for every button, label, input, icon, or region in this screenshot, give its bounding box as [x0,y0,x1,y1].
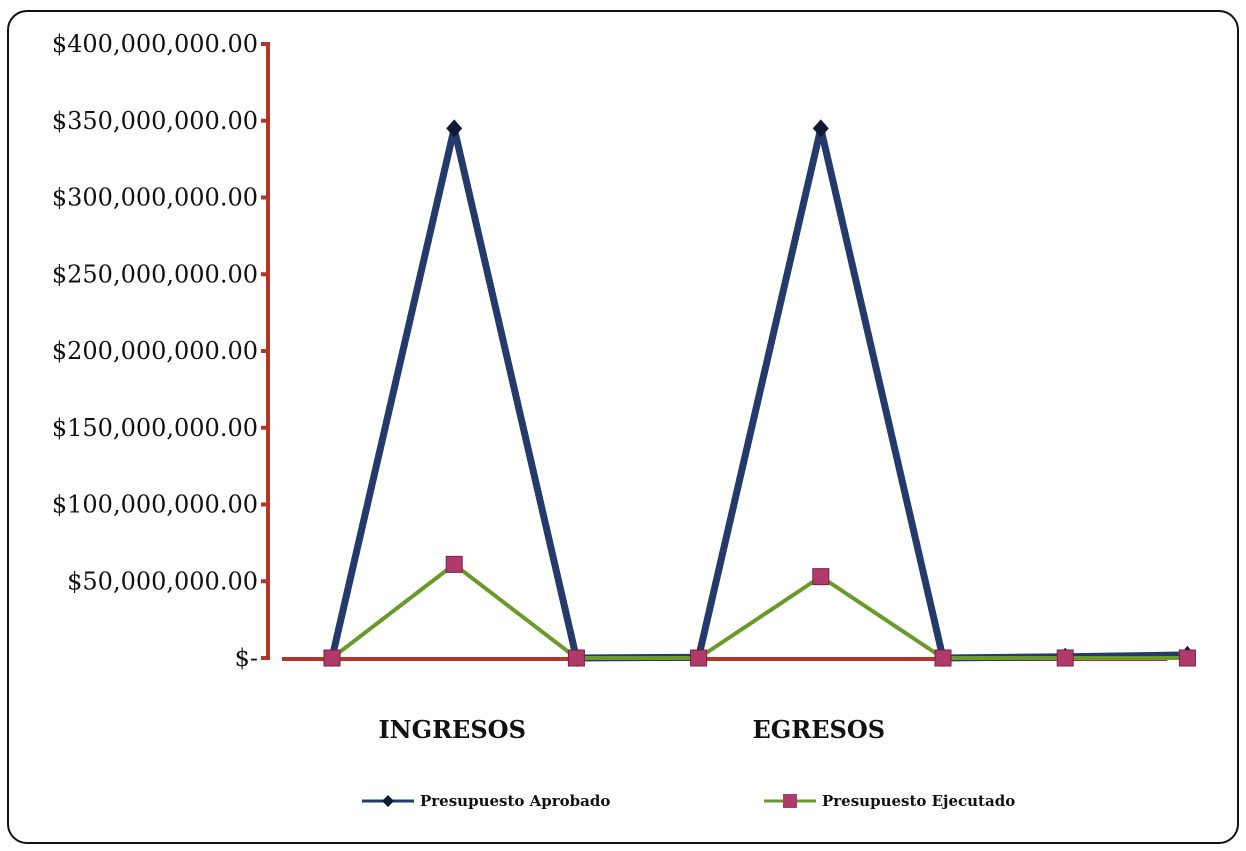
series-line [328,127,1188,662]
data-point [812,119,829,138]
y-tick-label: $150,000,000.00 [52,414,258,442]
y-tick-label: $200,000,000.00 [52,337,258,365]
legend-label: Presupuesto Aprobado [420,792,610,810]
category-label: EGRESOS [752,715,885,744]
data-point [1178,649,1196,667]
y-tick-label: $400,000,000.00 [52,30,258,58]
y-tick-label: $50,000,000.00 [67,567,258,595]
legend-item: Presupuesto Ejecutado [764,792,1015,810]
data-point [812,568,830,586]
legend-label: Presupuesto Ejecutado [822,792,1015,810]
legend-marker [783,794,797,808]
y-tick-label: $300,000,000.00 [52,184,258,212]
category-labels: INGRESOS EGRESOS [378,715,885,744]
y-tick-label: $250,000,000.00 [52,260,258,288]
category-label: INGRESOS [378,715,525,744]
y-tick-label: $350,000,000.00 [52,107,258,135]
y-axis: $- $50,000,000.00 $100,000,000.00 $150,000,… [52,30,270,672]
data-point [323,649,341,667]
data-point [445,555,463,573]
chart-frame [7,10,1239,844]
legend-item: Presupuesto Aprobado [362,792,610,810]
series-line [330,561,1188,660]
legend-marker [382,795,394,807]
series-lines [323,119,1196,667]
data-point [934,649,952,667]
data-point [690,649,708,667]
data-point [1056,649,1074,667]
legend: Presupuesto Aprobado Presupuesto Ejecutad… [362,792,1015,810]
y-tick-label: $100,000,000.00 [52,491,258,519]
data-point [567,649,585,667]
y-tick-label: $- [235,644,258,672]
data-point [446,119,463,138]
